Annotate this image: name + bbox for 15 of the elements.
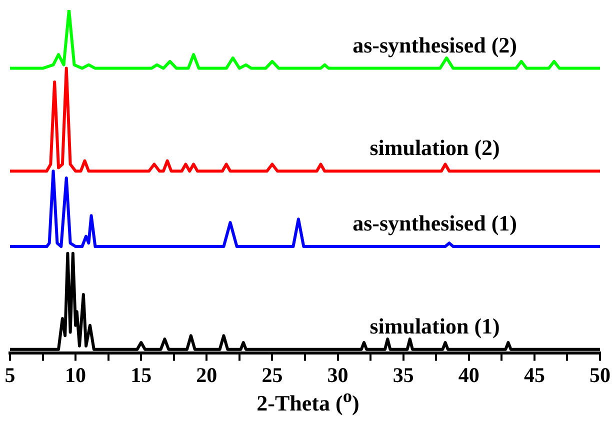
x-tick-label: 5 — [4, 362, 16, 387]
series-label: simulation (2) — [370, 135, 500, 160]
x-tick-label: 50 — [590, 362, 610, 387]
x-tick-label: 40 — [458, 362, 480, 387]
x-tick-label: 25 — [262, 362, 283, 387]
series-label: simulation (1) — [370, 313, 500, 338]
x-tick-label: 15 — [130, 362, 152, 387]
series-label: as-synthesised (1) — [352, 210, 518, 236]
x-tick-label: 10 — [65, 362, 86, 387]
x-axis-title: 2-Theta ($^{o}$) — [256, 386, 360, 416]
x-tick-label: 20 — [196, 362, 218, 387]
series-label: as-synthesised (2) — [352, 32, 518, 58]
x-tick-label: 35 — [392, 362, 414, 387]
x-tick-label: 45 — [524, 362, 545, 387]
x-tick-label: 30 — [327, 362, 348, 387]
